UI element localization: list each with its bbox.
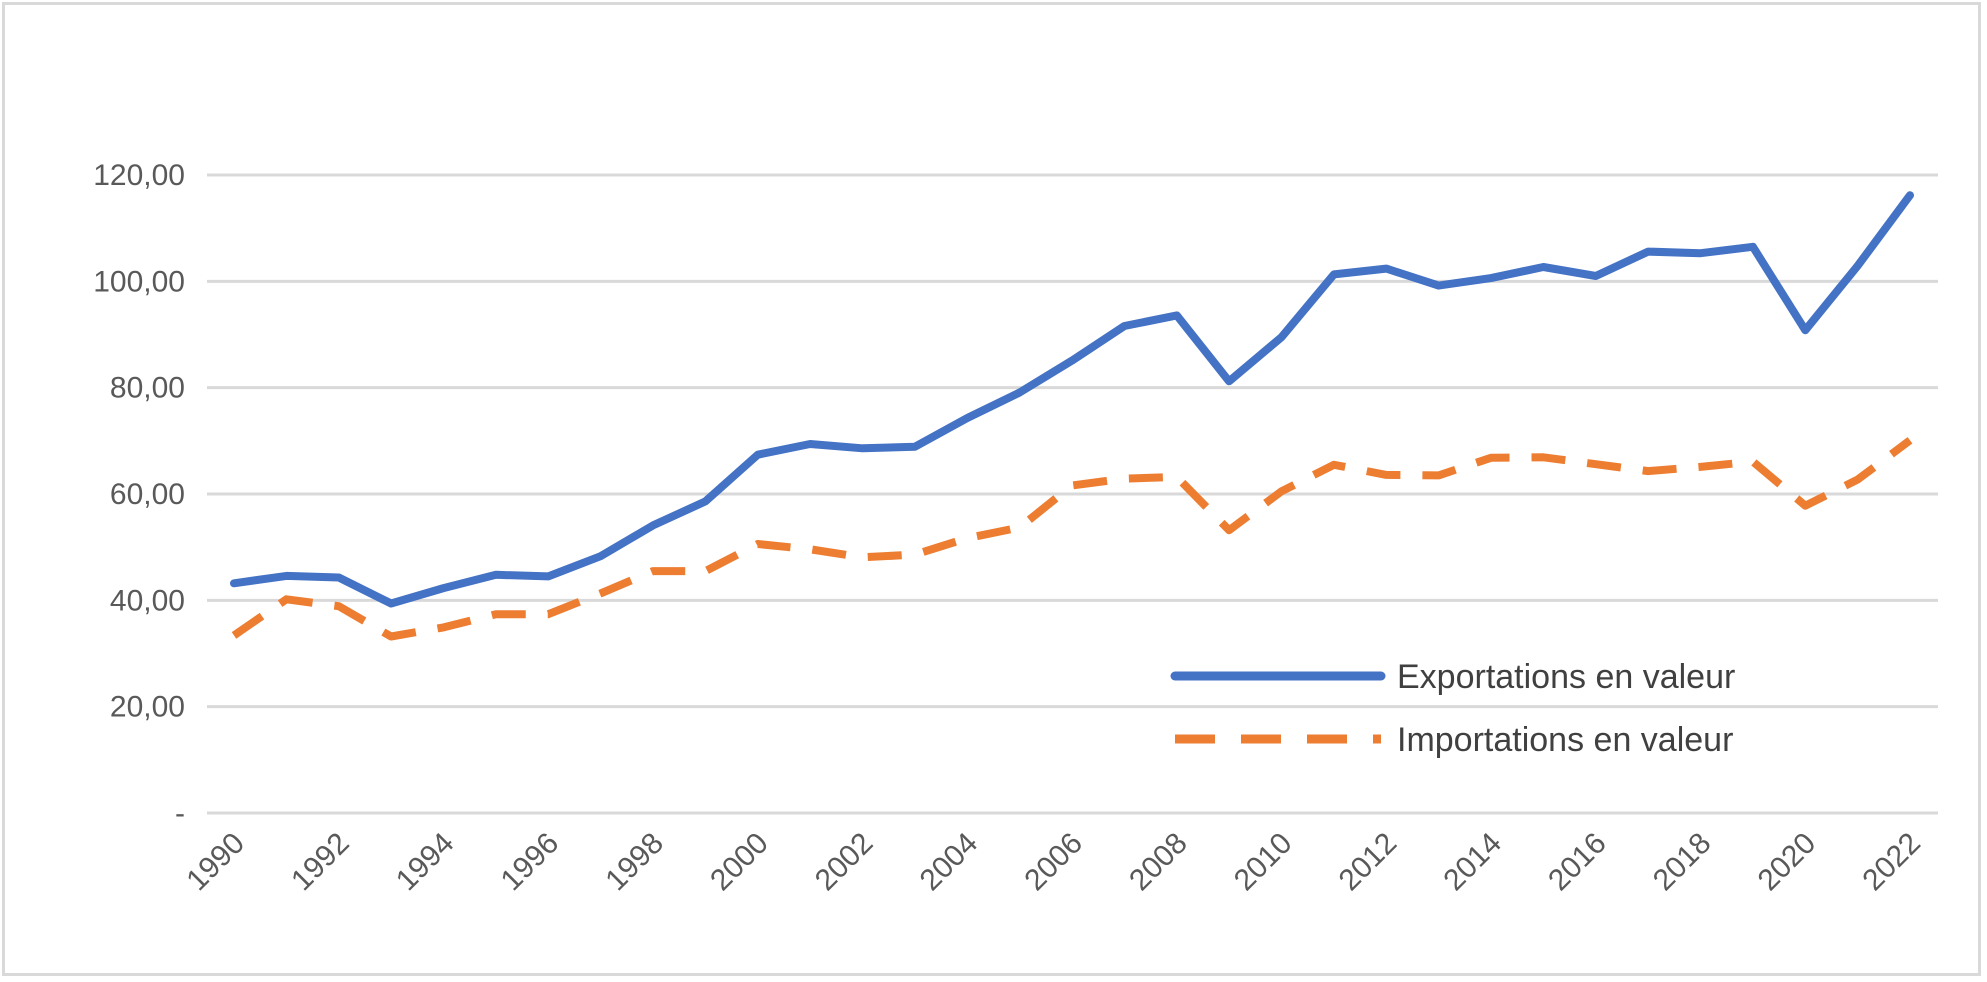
x-tick-label: 2012 xyxy=(1333,827,1404,898)
x-tick-label: 2016 xyxy=(1542,827,1613,898)
x-tick-label: 1990 xyxy=(180,827,251,898)
x-axis-tick-labels: 1990 1992 1994 1996 1998 2000 2002 2004 2006 2008… xyxy=(180,827,1927,898)
x-tick-label: 2014 xyxy=(1437,827,1508,898)
x-tick-label: 2006 xyxy=(1018,827,1089,898)
y-tick-label: 20,00 xyxy=(110,691,185,724)
x-tick-label: 2018 xyxy=(1647,827,1718,898)
legend-label: Importations en valeur xyxy=(1397,721,1733,759)
y-axis-tick-labels: - 20,00 40,00 60,00 80,00 100,00 120,00 xyxy=(93,159,185,830)
y-tick-label: 80,00 xyxy=(110,372,185,405)
x-tick-label: 2020 xyxy=(1752,827,1823,898)
x-tick-label: 2022 xyxy=(1856,827,1927,898)
y-tick-label: 40,00 xyxy=(110,584,185,617)
gridlines xyxy=(207,173,1938,815)
x-tick-label: 2002 xyxy=(809,827,880,898)
y-tick-label: 120,00 xyxy=(93,159,185,192)
legend-label: Exportations en valeur xyxy=(1397,658,1735,696)
y-tick-label: - xyxy=(175,797,185,830)
x-tick-label: 1996 xyxy=(495,827,566,898)
x-tick-label: 1994 xyxy=(390,827,461,898)
x-tick-label: 2000 xyxy=(704,827,775,898)
x-tick-label: 2004 xyxy=(914,827,985,898)
y-tick-label: 60,00 xyxy=(110,478,185,511)
legend: Exportations en valeur Importations en va… xyxy=(1170,658,1735,759)
x-tick-label: 1992 xyxy=(285,827,356,898)
series-line-exportations xyxy=(230,191,1914,608)
x-tick-label: 2010 xyxy=(1228,827,1299,898)
series-line-importations xyxy=(231,437,1913,641)
x-tick-label: 1998 xyxy=(599,827,670,898)
series-lines xyxy=(230,191,1914,641)
x-tick-label: 2008 xyxy=(1123,827,1194,898)
y-tick-label: 100,00 xyxy=(93,265,185,298)
